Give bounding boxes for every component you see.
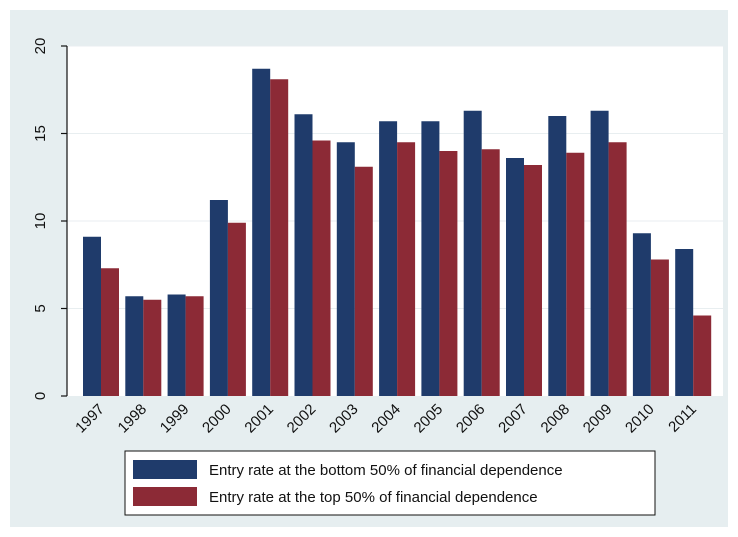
x-tick-label: 2001 <box>241 401 277 437</box>
bar-bottom-50 <box>632 233 651 396</box>
bar-top-50 <box>566 152 585 396</box>
bar-bottom-50 <box>421 121 440 396</box>
x-tick-label: 2000 <box>199 401 235 437</box>
x-tick-label: 2005 <box>411 401 447 437</box>
x-tick-label: 2007 <box>495 401 531 437</box>
legend-swatch-bottom <box>133 460 197 479</box>
chart-figure: 0 5 10 15 20 1997 1998 1999 2000 2001 2002 2003 200… <box>10 10 728 527</box>
bar-top-50 <box>397 142 416 396</box>
x-tick-label: 2008 <box>538 401 574 437</box>
bar-bottom-50 <box>294 114 313 396</box>
bar-top-50 <box>143 299 162 396</box>
bar-bottom-50 <box>675 249 694 396</box>
x-tick-label: 2010 <box>622 401 658 437</box>
bar-bottom-50 <box>125 296 144 396</box>
legend-label-bottom: Entry rate at the bottom 50% of financia… <box>209 462 563 479</box>
legend-swatch-top <box>133 487 197 506</box>
bar-bottom-50 <box>83 236 101 396</box>
bar-bottom-50 <box>506 158 524 396</box>
bars <box>83 68 712 396</box>
bar-bottom-50 <box>209 200 228 396</box>
y-tick-label: 0 <box>32 392 49 400</box>
bar-top-50 <box>101 268 119 396</box>
x-tick-label: 2004 <box>368 401 404 437</box>
x-tick-label: 1999 <box>157 401 193 437</box>
x-tick-label: 2002 <box>284 401 320 437</box>
bar-top-50 <box>481 149 500 396</box>
bar-bottom-50 <box>252 68 271 396</box>
bar-top-50 <box>354 166 373 396</box>
bar-bottom-50 <box>379 121 398 396</box>
bar-top-50 <box>270 79 289 396</box>
bar-top-50 <box>650 259 669 396</box>
y-tick-label: 15 <box>32 125 49 142</box>
y-tick-label: 5 <box>32 304 49 312</box>
x-tick-label: 2009 <box>580 401 616 437</box>
bar-top-50 <box>227 222 246 396</box>
legend-label-top: Entry rate at the top 50% of financial d… <box>209 489 538 506</box>
bar-bottom-50 <box>548 116 567 396</box>
x-tick-label: 2003 <box>326 401 362 437</box>
bar-bottom-50 <box>167 294 186 396</box>
bar-top-50 <box>312 140 331 396</box>
bar-bottom-50 <box>590 110 609 396</box>
legend-box <box>124 450 656 516</box>
x-tick-label: 1997 <box>72 401 108 437</box>
bar-top-50 <box>693 315 712 396</box>
legend: Entry rate at the bottom 50% of financia… <box>124 450 656 516</box>
bar-top-50 <box>524 165 542 396</box>
bar-bottom-50 <box>463 110 482 396</box>
x-tick-label: 2011 <box>665 401 700 436</box>
x-tick-label: 2006 <box>453 401 489 437</box>
bar-bottom-50 <box>336 142 355 396</box>
y-tick-label: 20 <box>32 38 49 55</box>
x-axis-ticks: 1997 1998 1999 2000 2001 2002 2003 2004 2005 2006… <box>72 401 700 437</box>
x-tick-label: 1998 <box>115 401 151 437</box>
y-axis-ticks: 0 5 10 15 20 <box>32 38 67 400</box>
y-tick-label: 10 <box>32 213 49 230</box>
bar-top-50 <box>185 296 204 396</box>
bar-top-50 <box>608 142 627 396</box>
bar-top-50 <box>439 151 458 396</box>
